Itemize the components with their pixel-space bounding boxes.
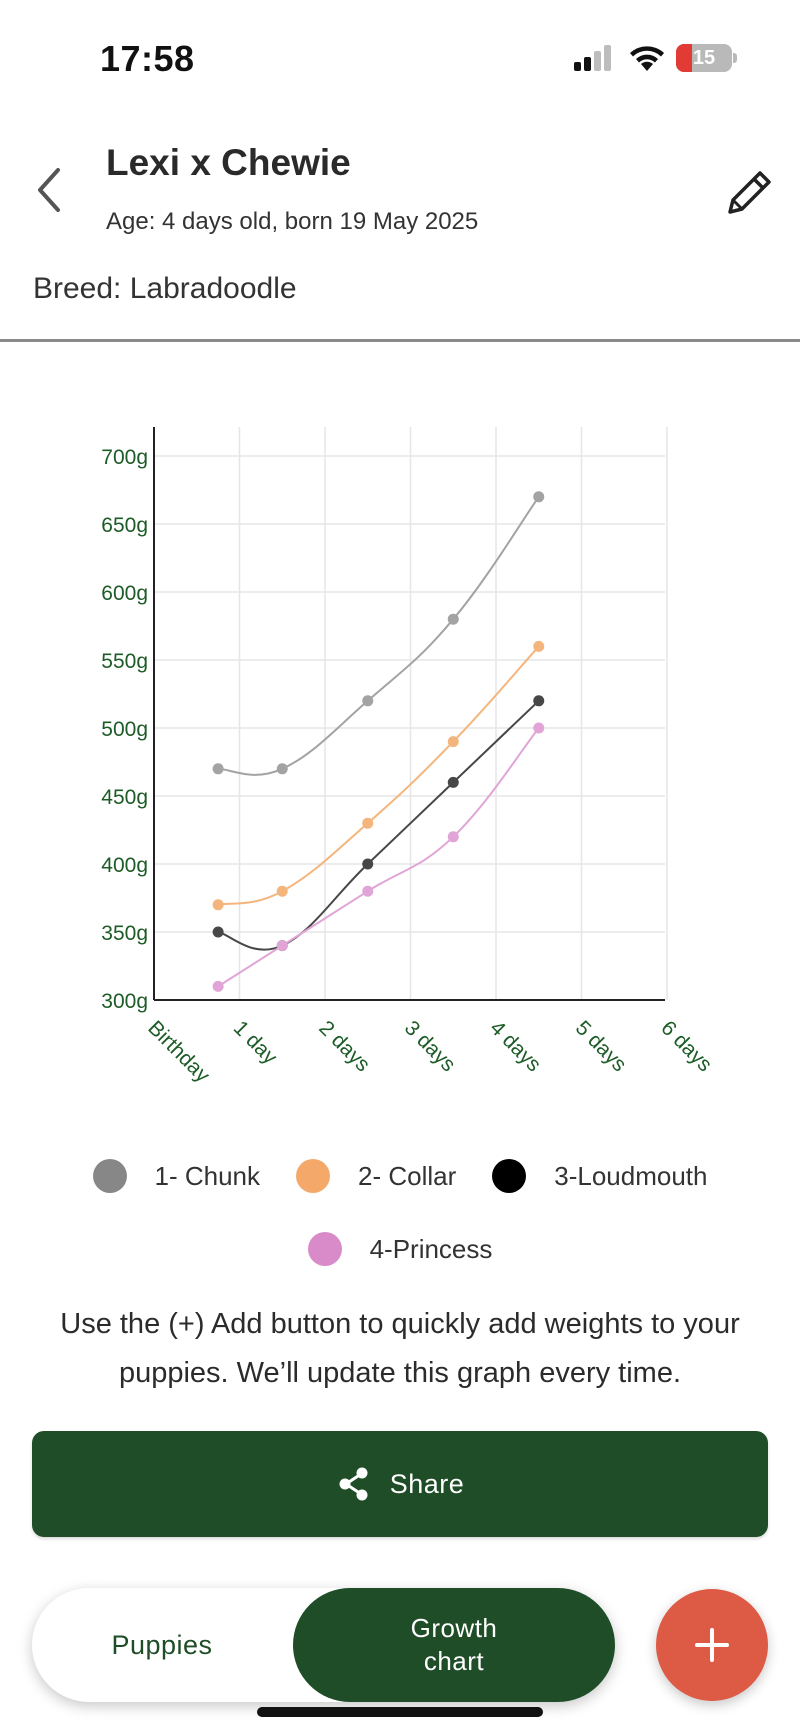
data-point bbox=[212, 899, 224, 911]
chart-legend: 1- Chunk 2- Collar 3-Loudmouth 4-Princes… bbox=[0, 1150, 800, 1296]
y-tick-label: 400g bbox=[101, 854, 148, 877]
share-button[interactable]: Share bbox=[32, 1431, 768, 1537]
share-label: Share bbox=[389, 1468, 465, 1499]
add-weight-button[interactable] bbox=[656, 1589, 768, 1701]
x-tick-label: 2 days bbox=[314, 1016, 374, 1076]
legend-label: 4-Princess bbox=[369, 1233, 493, 1264]
data-point bbox=[276, 940, 288, 952]
series-line bbox=[217, 645, 540, 906]
legend-item-collar: 2- Collar bbox=[296, 1159, 456, 1193]
data-point bbox=[533, 695, 545, 707]
back-button[interactable] bbox=[26, 160, 78, 220]
data-point bbox=[447, 736, 459, 748]
data-point bbox=[447, 776, 459, 788]
legend-item-chunk: 1- Chunk bbox=[92, 1159, 261, 1193]
y-tick-label: 500g bbox=[101, 718, 148, 741]
battery-level: 15 bbox=[692, 47, 716, 69]
x-tick-label: 3 days bbox=[400, 1016, 460, 1076]
series-line bbox=[217, 727, 540, 988]
battery-cap bbox=[733, 53, 737, 63]
legend-dot bbox=[492, 1159, 527, 1193]
y-tick-label: 550g bbox=[101, 650, 148, 673]
bottom-nav: Puppies Growth chart bbox=[32, 1588, 615, 1702]
y-tick-label: 450g bbox=[101, 786, 148, 809]
legend-label: 2- Collar bbox=[358, 1160, 457, 1191]
pencil-icon bbox=[728, 171, 771, 214]
data-point bbox=[276, 763, 288, 775]
wifi-icon bbox=[630, 46, 664, 71]
y-tick-label: 650g bbox=[101, 514, 148, 537]
help-text: Use the (+) Add button to quickly add we… bbox=[60, 1308, 740, 1389]
legend-label: 3-Loudmouth bbox=[554, 1160, 708, 1191]
y-tick-label: 350g bbox=[101, 922, 148, 945]
litter-age: Age: 4 days old, born 19 May 2025 bbox=[106, 208, 479, 235]
data-point bbox=[533, 640, 545, 652]
series-line bbox=[217, 700, 540, 951]
legend-item-princess: 4-Princess bbox=[307, 1232, 493, 1266]
home-indicator bbox=[257, 1707, 543, 1717]
battery-icon: 15 bbox=[676, 44, 732, 72]
litter-title: Lexi x Chewie bbox=[106, 142, 351, 183]
status-bar: 17:58 15 bbox=[0, 0, 800, 110]
y-tick-label: 600g bbox=[101, 582, 148, 605]
legend-row: 1- Chunk 2- Collar 3-Loudmouth bbox=[0, 1150, 800, 1202]
data-point bbox=[212, 980, 224, 992]
x-tick-label: 4 days bbox=[485, 1016, 545, 1076]
legend-item-loudmouth: 3-Loudmouth bbox=[492, 1159, 707, 1193]
x-tick-label: 1 day bbox=[229, 1016, 282, 1069]
data-point bbox=[362, 885, 374, 897]
litter-header: Lexi x Chewie Age: 4 days old, born 19 M… bbox=[0, 110, 800, 342]
legend-dot bbox=[296, 1159, 330, 1193]
data-point bbox=[212, 926, 224, 938]
data-point bbox=[533, 722, 545, 734]
data-point bbox=[362, 858, 374, 870]
data-point bbox=[447, 613, 459, 625]
growth-chart-svg: 300g 350g 400g 450g 500g 550g 600g 650g 700g Birt… bbox=[101, 427, 716, 1087]
legend-dot bbox=[92, 1159, 127, 1193]
legend-label: 1- Chunk bbox=[154, 1160, 261, 1191]
data-point bbox=[447, 831, 459, 843]
litter-breed: Breed: Labradoodle bbox=[33, 272, 297, 305]
data-point bbox=[276, 885, 288, 897]
data-point bbox=[533, 491, 545, 503]
growth-chart: 300g 350g 400g 450g 500g 550g 600g 650g 700g Birt… bbox=[0, 400, 800, 1120]
data-point bbox=[212, 763, 224, 775]
back-chevron-icon bbox=[38, 168, 60, 212]
data-point bbox=[362, 817, 374, 829]
data-point bbox=[362, 695, 374, 707]
x-tick-label: 6 days bbox=[656, 1016, 716, 1076]
x-tick-label: 5 days bbox=[571, 1016, 631, 1076]
tab-growth-chart[interactable]: Growth chart bbox=[293, 1588, 615, 1702]
x-tick-label: Birthday bbox=[143, 1016, 214, 1087]
legend-dot bbox=[307, 1232, 342, 1266]
legend-row: 4-Princess bbox=[0, 1223, 800, 1275]
status-time: 17:58 bbox=[100, 38, 195, 79]
edit-button[interactable] bbox=[720, 162, 780, 222]
plus-icon bbox=[695, 1628, 729, 1662]
y-tick-label: 700g bbox=[101, 446, 148, 469]
tab-puppies[interactable]: Puppies bbox=[111, 1629, 213, 1660]
series-line bbox=[218, 496, 540, 776]
y-tick-label: 300g bbox=[101, 990, 148, 1013]
share-icon bbox=[339, 1467, 368, 1501]
cellular-signal-icon bbox=[574, 45, 611, 71]
